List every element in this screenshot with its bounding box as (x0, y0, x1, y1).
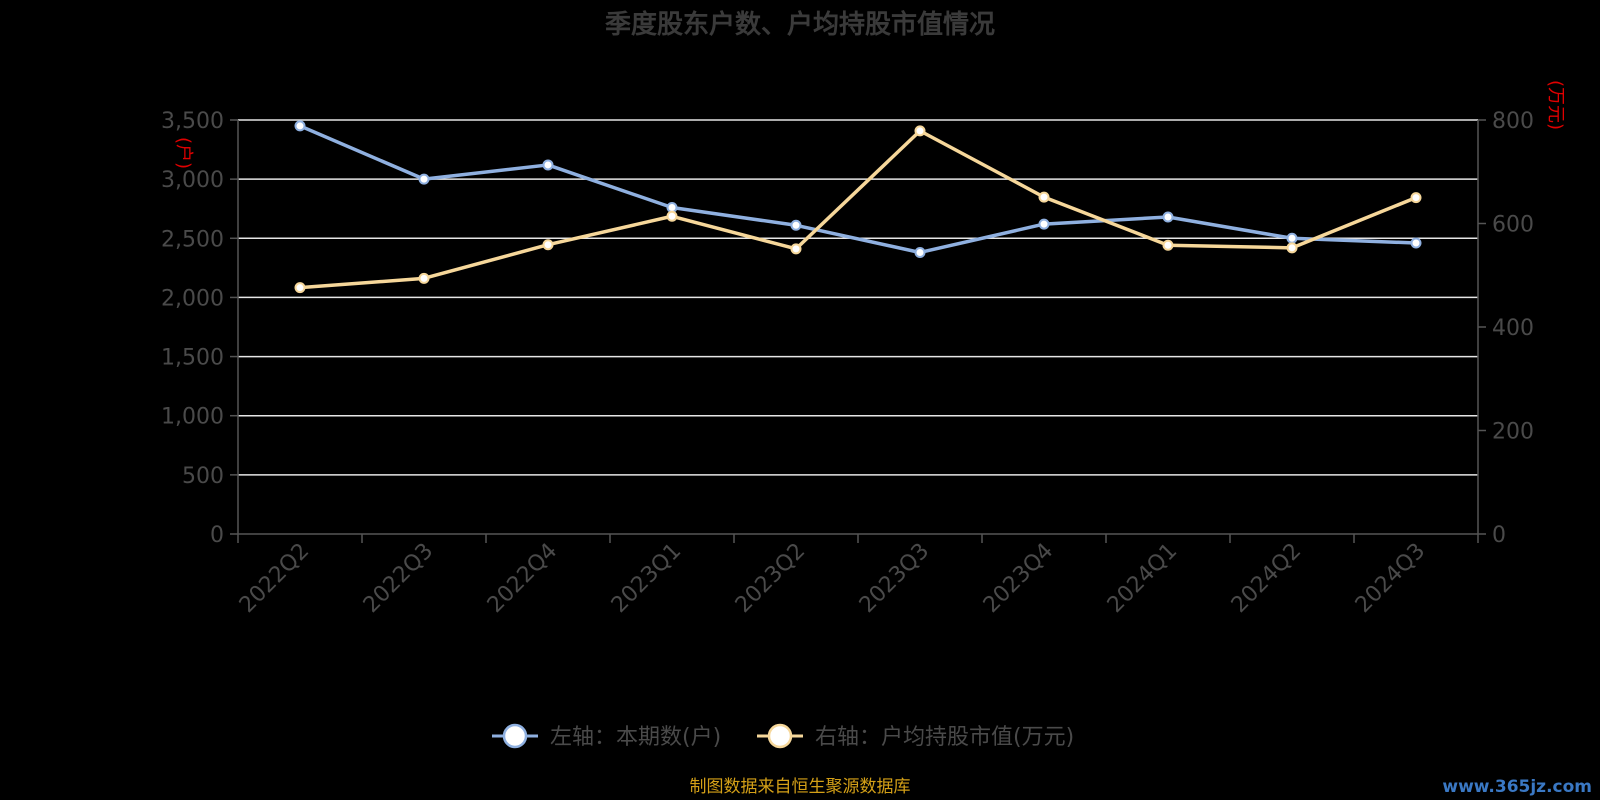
series-point (1038, 191, 1050, 203)
series-point (1286, 242, 1298, 254)
left-y-tick-label: 2,000 (161, 286, 224, 311)
right-axis-unit: (万元) (1545, 80, 1566, 130)
x-tick-label: 2024Q2 (1227, 539, 1306, 618)
right-y-tick-label: 200 (1492, 420, 1534, 445)
legend-marker (767, 723, 793, 749)
x-tick-label: 2023Q1 (607, 539, 686, 618)
right-y-tick-label: 600 (1492, 213, 1534, 238)
x-tick-label: 2022Q2 (235, 539, 314, 618)
x-tick-label: 2024Q3 (1351, 539, 1430, 618)
series-point (1410, 237, 1422, 249)
series-line (299, 129, 1417, 290)
series-point (666, 202, 678, 214)
series-point (542, 239, 554, 251)
right-y-axis: 0 200 400 600 800 (1478, 109, 1534, 548)
legend-label: 左轴：本期数(户) (550, 725, 721, 750)
series-point (790, 219, 802, 231)
right-y-tick-label: 400 (1492, 316, 1534, 341)
series-point (914, 125, 926, 137)
left-y-tick-label: 0 (210, 523, 224, 548)
legend[interactable]: 左轴：本期数(户) 右轴：户均持股市值(万元) (492, 723, 1074, 750)
series-line (299, 124, 1417, 255)
series-point (1038, 218, 1050, 230)
series-point (294, 282, 306, 294)
series-point (542, 159, 554, 171)
series-point (914, 246, 926, 258)
x-tick-label: 2024Q1 (1103, 539, 1182, 618)
left-y-tick-label: 2,500 (161, 227, 224, 252)
left-y-axis: 0 500 1,000 1,500 2,000 2,500 3,000 3,500 (161, 109, 238, 548)
series-point (418, 272, 430, 284)
data-source-note: 制图数据来自恒生聚源数据库 (690, 777, 911, 797)
series-point (790, 243, 802, 255)
axis-units: (户) (万元) (173, 80, 1566, 169)
x-tick-label: 2022Q4 (483, 539, 562, 618)
series-point (1162, 239, 1174, 251)
watermark: www.365jz.com (1442, 777, 1592, 797)
x-tick-label: 2023Q4 (979, 539, 1058, 618)
right-y-tick-label: 0 (1492, 523, 1506, 548)
legend-label: 右轴：户均持股市值(万元) (815, 725, 1074, 750)
series-point (418, 173, 430, 185)
series-point (1286, 232, 1298, 244)
left-y-tick-label: 3,000 (161, 168, 224, 193)
legend-marker (502, 723, 528, 749)
series-point (294, 120, 306, 132)
left-y-tick-label: 500 (182, 464, 224, 489)
left-axis-unit: (户) (173, 137, 194, 169)
series-layer (294, 120, 1422, 294)
series-point (1410, 192, 1422, 204)
left-y-tick-label: 3,500 (161, 109, 224, 134)
chart-title: 季度股东户数、户均持股市值情况 (605, 9, 995, 40)
x-axis: 2022Q2 2022Q3 2022Q4 2023Q1 2023Q2 2023Q3 2023… (235, 539, 1430, 618)
x-tick-label: 2023Q3 (855, 539, 934, 618)
left-y-tick-label: 1,000 (161, 405, 224, 430)
series-point (666, 210, 678, 222)
x-tick-label: 2022Q3 (359, 539, 438, 618)
grid-lines (238, 119, 1478, 476)
right-y-tick-label: 800 (1492, 109, 1534, 134)
x-tick-label: 2023Q2 (731, 539, 810, 618)
left-y-tick-label: 1,500 (161, 346, 224, 371)
series-point (1162, 211, 1174, 223)
